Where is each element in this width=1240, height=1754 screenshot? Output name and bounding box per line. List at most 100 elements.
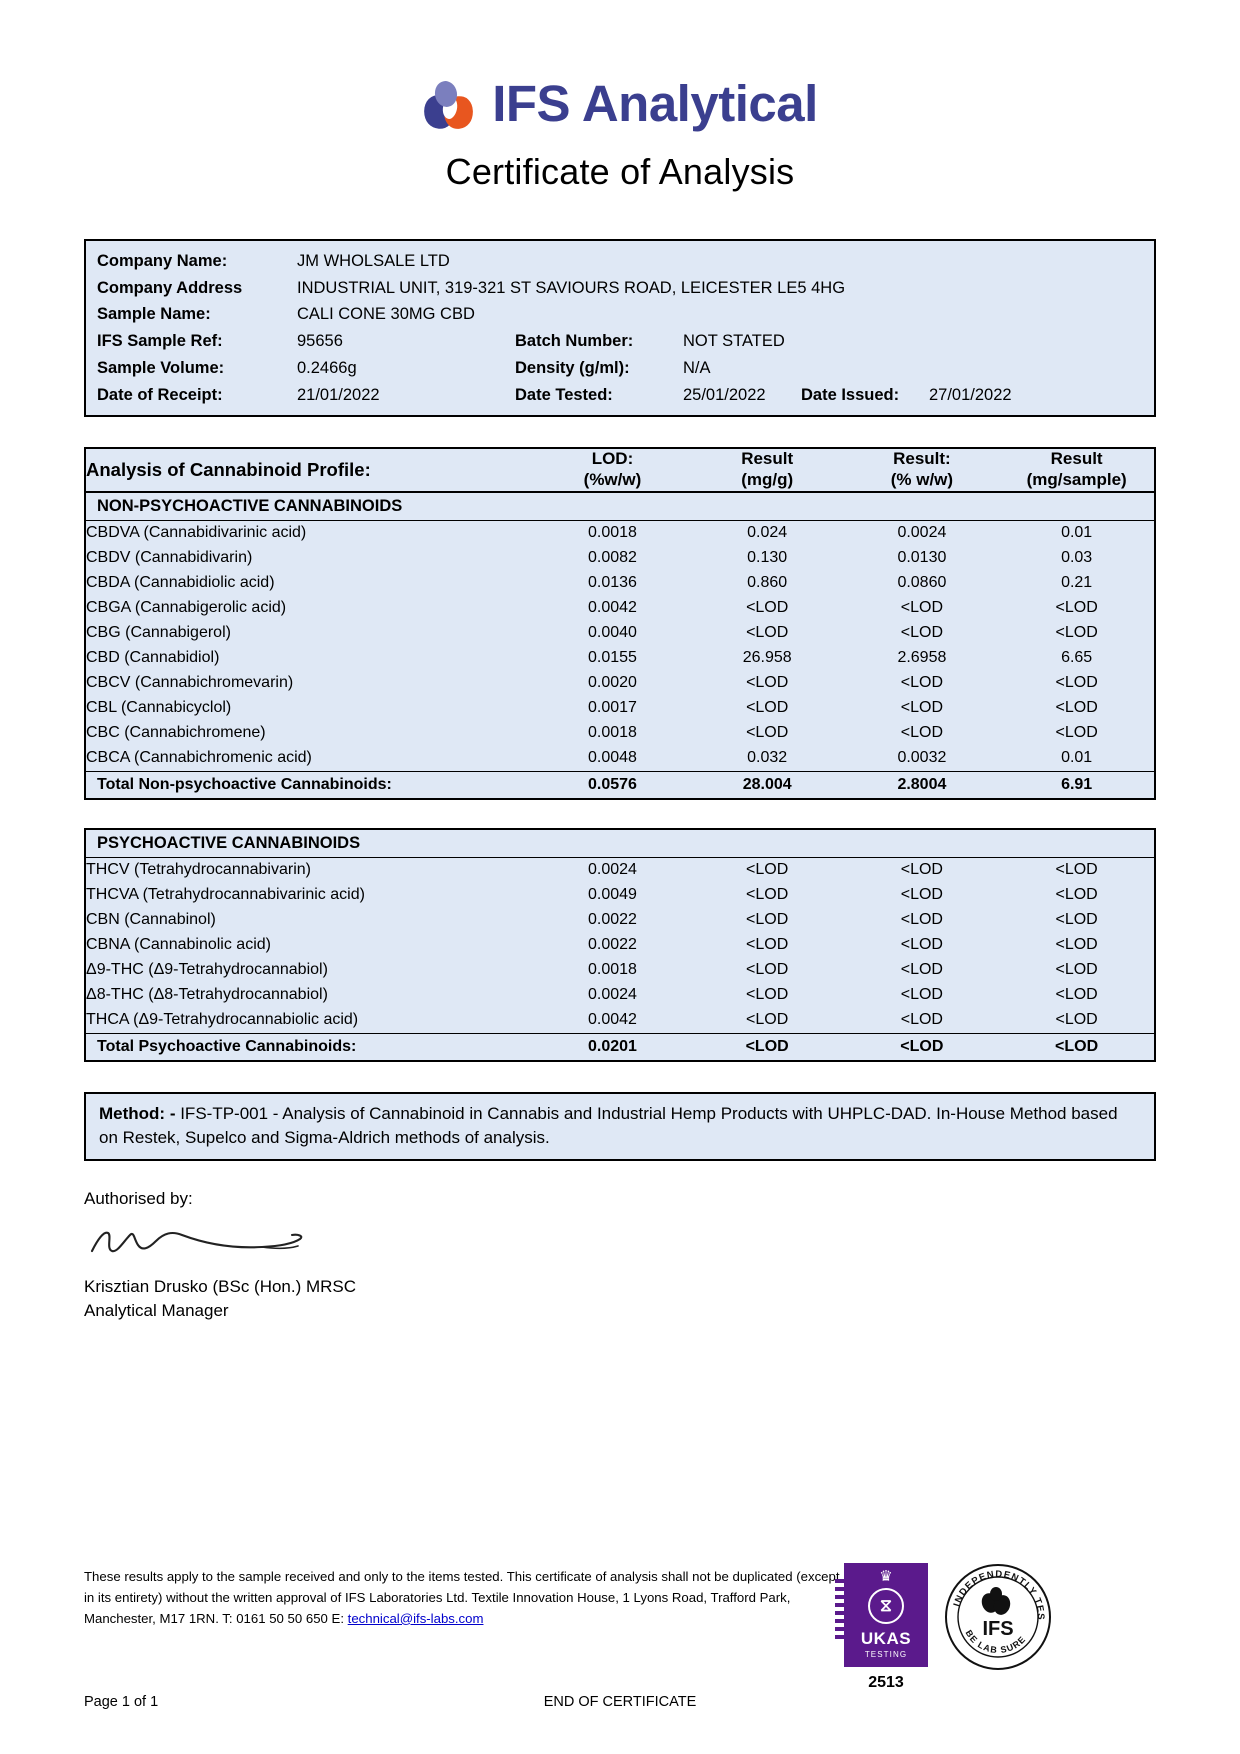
info-row-dates: Date of Receipt: 21/01/2022 Date Tested:… [97,382,1143,409]
analyte-lod: 0.0024 [587,861,637,879]
analyte-result-mgg: 0.130 [747,549,788,567]
ifs-sample-ref-label: IFS Sample Ref: [97,332,223,351]
analyte-result-pct: <LOD [900,1011,943,1029]
profile-title: Analysis of Cannabinoid Profile: [86,449,536,493]
analyte-result-pct: <LOD [900,724,944,742]
analyte-result-mgsample: 0.03 [1061,549,1093,567]
column-header-pct: Result: (% w/w) [844,449,1000,493]
table-row: CBDA (Cannabidiolic acid) 0.0136 0.860 0.08… [86,571,1154,596]
method-text: IFS-TP-001 - Analysis of Cannabinoid in … [99,1103,1118,1147]
analyte-lod: 0.0018 [588,524,637,542]
table-row: CBDV (Cannabidivarin) 0.0082 0.130 0.0130 0.… [86,546,1154,571]
analyte-name: Δ9-THC (Δ9-Tetrahydrocannabiol) [86,961,328,979]
analyte-lod: 0.0018 [588,724,637,742]
column-header-mgsample-line2: (mg/sample) [1026,470,1127,490]
analyte-result-pct: <LOD [900,674,944,692]
total-result-mgg: 28.004 [689,770,845,798]
table-row: THCA (Δ9-Tetrahydrocannabiolic acid) 0.00… [86,1008,1154,1034]
total-lod: 0.0576 [535,770,690,798]
batch-number-label: Batch Number: [515,332,634,351]
date-issued-value: 27/01/2022 [929,385,1012,404]
analyte-name: CBCV (Cannabichromevarin) [86,674,294,692]
svg-text:IFS: IFS [982,1618,1013,1640]
table-row: CBGA (Cannabigerolic acid) 0.0042 <LOD <LOD… [86,596,1154,621]
analyte-lod: 0.0020 [588,674,637,692]
analyte-result-mgsample: <LOD [1055,961,1098,979]
analyte-result-mgg: <LOD [746,986,789,1004]
table-row: CBCA (Cannabichromenic acid) 0.0048 0.032 0… [86,746,1154,772]
info-row-sample-name: Sample Name: CALI CONE 30MG CBD [97,301,1143,328]
analyte-lod: 0.0024 [587,986,637,1004]
total-result-mgsample: <LOD [999,1032,1154,1060]
page-number: Page 1 of 1 [84,1694,159,1710]
analyte-result-pct: 0.0130 [897,549,947,567]
info-row-company-name: Company Name: JM WHOLSALE LTD [97,248,1143,275]
analyte-result-mgg: 26.958 [742,649,792,667]
section-title-row: PSYCHOACTIVE CANNABINOIDS [86,829,1154,858]
table-row: THCV (Tetrahydrocannabivarin) 0.0024 <LOD <… [86,857,1154,883]
analyte-name: CBCA (Cannabichromenic acid) [86,749,312,767]
density-label: Density (g/ml): [515,358,630,377]
method-label: Method: - [99,1103,176,1123]
analyte-lod: 0.0042 [587,1011,637,1029]
table-row: CBD (Cannabidiol) 0.0155 26.958 2.6958 6.65 [86,646,1154,671]
ifs-sample-ref-value: 95656 [297,332,343,351]
ifs-blobs-logo-icon [419,78,478,133]
contact-email-link[interactable]: technical@ifs-labs.com [347,1610,484,1626]
column-header-pct-line2: (% w/w) [890,470,954,490]
analyte-result-pct: <LOD [900,599,944,617]
analyte-lod: 0.0017 [588,699,637,717]
column-header-lod: LOD: (%w/w) [535,449,690,493]
brand-name: IFS Analytical [492,75,818,132]
table-row: Δ9-THC (Δ9-Tetrahydrocannabiol) 0.0018 <LO… [86,958,1154,983]
date-tested-value: 25/01/2022 [683,385,766,404]
analyte-name: THCA (Δ9-Tetrahydrocannabiolic acid) [86,1011,359,1029]
section-title-row: NON-PSYCHOACTIVE CANNABINOIDS [86,491,1154,521]
total-result-mgg: <LOD [689,1032,845,1060]
analyte-name: CBNA (Cannabinolic acid) [86,936,271,954]
analyte-result-pct: <LOD [900,861,943,879]
analyte-result-pct: <LOD [900,961,943,979]
analyte-lod: 0.0040 [588,624,637,642]
table-row: CBC (Cannabichromene) 0.0018 <LOD <LOD <LOD [86,721,1154,746]
total-result-pct: 2.8004 [844,770,1000,798]
table-row: CBL (Cannabicyclol) 0.0017 <LOD <LOD <LOD [86,696,1154,721]
analyte-result-mgsample: <LOD [1055,886,1098,904]
company-name-label: Company Name: [97,252,228,270]
analyte-result-mgg: <LOD [746,699,789,717]
analyte-lod: 0.0155 [588,649,637,667]
page-title: Certificate of Analysis [445,151,795,192]
non-psychoactive-results-table: Analysis of Cannabinoid Profile: LOD: (%… [84,447,1156,800]
table-total-row: Total Psychoactive Cannabinoids: 0.0201 <L… [86,1032,1154,1060]
analyte-result-mgsample: <LOD [1055,699,1098,717]
analyte-lod: 0.0022 [587,936,637,954]
table-row: CBG (Cannabigerol) 0.0040 <LOD <LOD <LOD [86,621,1154,646]
analyte-result-mgg: 0.024 [747,524,788,542]
brand-header: IFS Analytical [84,0,1156,133]
column-header-pct-line1: Result: [893,449,951,469]
table-row: CBN (Cannabinol) 0.0022 <LOD <LOD <LOD [86,908,1154,933]
column-header-mgg-line2: (mg/g) [741,470,794,490]
analyte-result-pct: 0.0032 [897,749,947,767]
analyte-result-mgg: 0.032 [747,749,788,767]
analyte-lod: 0.0082 [588,549,637,567]
analyte-result-mgsample: <LOD [1055,674,1098,692]
date-tested-label: Date Tested: [515,385,613,404]
analyte-result-pct: <LOD [900,886,943,904]
sample-volume-label: Sample Volume: [97,358,225,377]
analyte-lod: 0.0048 [588,749,637,767]
analyte-result-mgsample: 6.65 [1061,649,1093,667]
info-row-company-address: Company Address INDUSTRIAL UNIT, 319-321… [97,275,1143,302]
total-label: Total Non-psychoactive Cannabinoids: [86,770,536,798]
analyte-result-mgg: <LOD [746,911,789,929]
accreditation-marks: ♛ ⧖ UKAS TESTING 2513 INDEPENDENTLY [835,1555,1052,1692]
total-result-pct: <LOD [844,1032,1000,1060]
column-header-mgg: Result (mg/g) [689,449,845,493]
info-row-sample-volume: Sample Volume: 0.2466g Density (g/ml): N… [97,355,1143,382]
analyte-name: CBDA (Cannabidiolic acid) [86,574,275,592]
total-label: Total Psychoactive Cannabinoids: [86,1032,536,1060]
analyte-lod: 0.0022 [587,911,637,929]
total-lod: 0.0201 [535,1032,690,1060]
analyte-result-mgg: <LOD [746,936,789,954]
analyte-result-mgsample: <LOD [1055,911,1098,929]
